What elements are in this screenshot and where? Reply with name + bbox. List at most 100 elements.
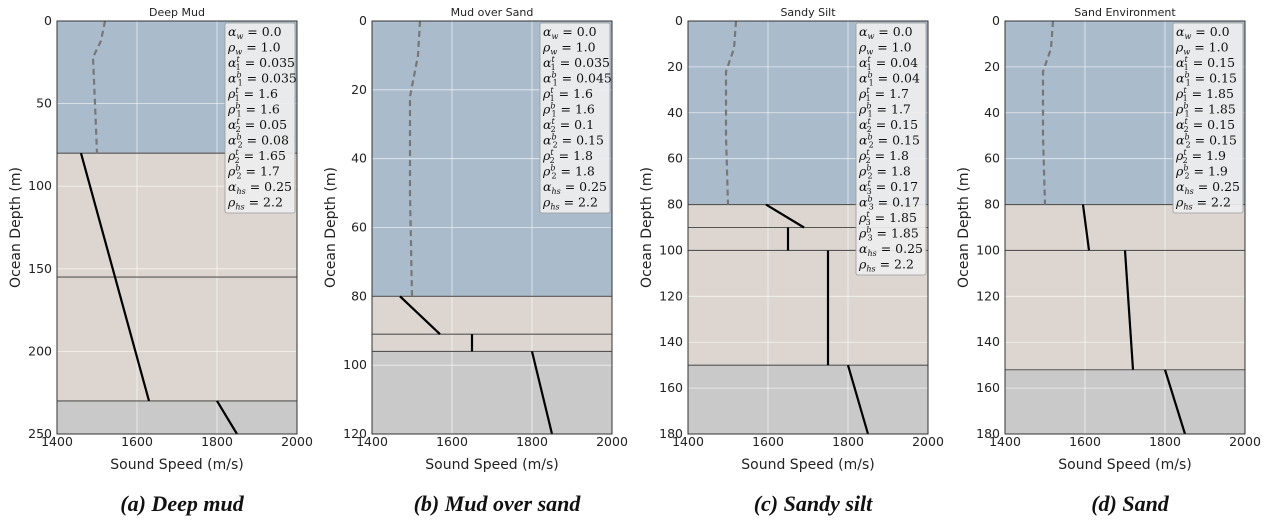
chart-panel-2: Mud over Sand 1400 1600 1800 2000 0 20 40 60 80 10… <box>323 6 628 516</box>
parameter-box <box>855 22 927 276</box>
parameter-entry: ρw = 1.0 <box>542 40 596 57</box>
chart-panel-4: Sand Environment 1400 1600 1800 2000 0 20 40 60 8… <box>956 6 1261 516</box>
y-tick-label: 140 <box>976 334 1000 349</box>
parameter-entry: ρb 2 = 1.8 <box>542 164 595 181</box>
y-axis-label: Ocean Depth (m) <box>8 167 24 288</box>
y-tick-label: 0 <box>675 13 683 28</box>
parameter-entry: ρhs = 2.2 <box>858 257 914 274</box>
parameter-entry: αt 3 = 0.17 <box>859 179 918 196</box>
water-sound-speed-profile <box>724 20 738 205</box>
parameter-entry: ρt 2 = 1.65 <box>227 148 286 165</box>
parameter-entry: ρb 1 = 1.6 <box>227 102 280 119</box>
water-sound-speed-profile <box>1041 20 1055 205</box>
subfigure-caption: (b) Mud over sand <box>414 491 582 516</box>
y-tick-label: 200 <box>28 343 52 358</box>
parameter-entry: ρb 1 = 1.7 <box>858 102 911 119</box>
layer-halfspace <box>1005 369 1245 434</box>
plot-frame <box>371 20 613 435</box>
subfigure-caption: (c) Sandy silt <box>754 491 873 516</box>
x-tick-label: 1600 <box>121 434 153 449</box>
y-tick-label: 20 <box>984 59 1000 74</box>
parameter-entry: αhs = 0.25 <box>1176 179 1240 196</box>
x-tick-label: 1400 <box>672 434 704 449</box>
parameter-entry: ρhs = 2.2 <box>1175 195 1231 212</box>
y-tick-label: 0 <box>359 13 367 28</box>
parameter-entry: ρt 2 = 1.9 <box>1175 148 1226 165</box>
layer-sediment <box>1005 250 1245 370</box>
parameter-entry: αb 1 = 0.045 <box>543 71 612 88</box>
parameter-entry: ρt 2 = 1.8 <box>542 148 593 165</box>
water-sound-speed-profile <box>91 20 107 154</box>
layer-halfspace <box>57 400 297 434</box>
layer-halfspace <box>688 365 928 434</box>
y-tick-label: 40 <box>984 105 1000 120</box>
y-axis-label: Ocean Depth (m) <box>956 167 972 288</box>
x-axis-label: Sound Speed (m/s) <box>1058 457 1191 473</box>
y-tick-label: 60 <box>984 151 1000 166</box>
layer-sound-speed-segment <box>1123 250 1135 370</box>
y-tick-label: 120 <box>343 426 367 441</box>
y-tick-label: 180 <box>976 426 1000 441</box>
parameter-entry: ρw = 1.0 <box>1175 40 1229 57</box>
chart-title: Sandy Silt <box>780 6 836 19</box>
parameter-entry: αw = 0.0 <box>859 24 913 41</box>
parameter-box <box>1172 22 1244 214</box>
parameter-entry: αb 2 = 0.15 <box>1176 133 1237 150</box>
y-tick-label: 150 <box>28 261 52 276</box>
layer-sound-speed-segment <box>1163 369 1187 435</box>
parameter-entry: ρt 1 = 1.6 <box>227 86 278 103</box>
parameter-entry: αt 2 = 0.15 <box>859 117 918 134</box>
plot-frame <box>1004 20 1246 435</box>
y-tick-label: 100 <box>343 357 367 372</box>
parameter-entry: αb 2 = 0.15 <box>859 133 920 150</box>
chart-title: Sand Environment <box>1074 6 1176 19</box>
parameter-entry: αhs = 0.25 <box>543 179 607 196</box>
parameter-entry: αt 2 = 0.05 <box>228 117 287 134</box>
layer-sound-speed-segment <box>530 351 554 435</box>
x-tick-label: 1800 <box>201 434 233 449</box>
y-tick-label: 0 <box>992 13 1000 28</box>
layer-sediment <box>372 296 612 335</box>
parameter-entry: αt 2 = 0.1 <box>543 117 594 134</box>
x-tick-label: 1800 <box>1149 434 1181 449</box>
layer-sediment <box>57 277 297 401</box>
y-tick-label: 100 <box>659 242 683 257</box>
layer-sound-speed-segment <box>79 152 151 402</box>
parameter-entry: αt 2 = 0.15 <box>1176 117 1235 134</box>
layer-sediment <box>372 334 612 352</box>
layer-sound-speed-segment <box>216 400 238 435</box>
parameter-entry: ρt 3 = 1.85 <box>858 210 917 227</box>
plot-frame <box>687 20 929 435</box>
parameter-entry: αb 1 = 0.035 <box>228 71 297 88</box>
parameter-entry: αb 1 = 0.15 <box>1176 71 1237 88</box>
parameter-entry: αhs = 0.25 <box>228 179 292 196</box>
x-tick-label: 1600 <box>1069 434 1101 449</box>
parameter-entry: αt 1 = 0.035 <box>543 55 610 72</box>
parameter-entry: ρb 3 = 1.85 <box>858 226 919 243</box>
y-tick-label: 50 <box>36 96 52 111</box>
parameter-entry: αt 1 = 0.15 <box>1176 55 1235 72</box>
y-tick-label: 180 <box>659 426 683 441</box>
parameter-entry: ρt 1 = 1.6 <box>542 86 593 103</box>
y-tick-label: 250 <box>28 426 52 441</box>
subfigure-caption: (a) Deep mud <box>120 491 244 516</box>
y-tick-label: 40 <box>351 151 367 166</box>
parameter-entry: ρt 2 = 1.8 <box>858 148 909 165</box>
y-tick-label: 160 <box>976 380 1000 395</box>
parameter-entry: ρw = 1.0 <box>858 40 912 57</box>
x-tick-label: 1800 <box>832 434 864 449</box>
x-axis-label: Sound Speed (m/s) <box>110 457 243 473</box>
layer-sound-speed-segment <box>1081 204 1091 251</box>
y-tick-label: 120 <box>659 288 683 303</box>
parameter-entry: ρb 1 = 1.85 <box>1175 102 1236 119</box>
x-tick-label: 2000 <box>1229 434 1261 449</box>
y-tick-label: 160 <box>659 380 683 395</box>
x-tick-label: 1800 <box>516 434 548 449</box>
y-tick-label: 60 <box>667 151 683 166</box>
y-tick-label: 20 <box>667 59 683 74</box>
parameter-entry: ρb 2 = 1.7 <box>227 164 280 181</box>
x-tick-label: 1400 <box>41 434 73 449</box>
y-tick-label: 80 <box>984 197 1000 212</box>
x-tick-label: 2000 <box>912 434 944 449</box>
